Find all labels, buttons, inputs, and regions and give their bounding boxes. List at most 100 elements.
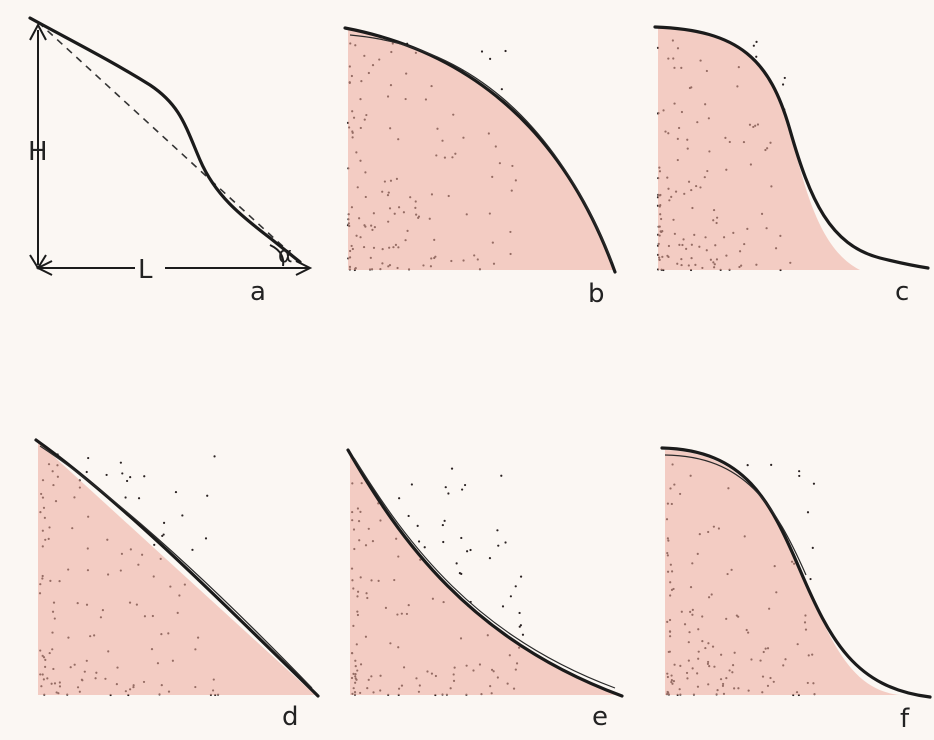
- stipple-dot: [416, 524, 419, 528]
- panel-d: d: [34, 438, 320, 732]
- slope-fill: [658, 28, 860, 270]
- stipple-dot: [469, 548, 472, 552]
- stipple-dot: [443, 519, 446, 522]
- stipple-dot: [514, 585, 517, 588]
- stipple-dot: [206, 494, 209, 497]
- stipple-dot: [398, 497, 401, 500]
- length-label: L: [138, 255, 153, 285]
- stipple-dot: [488, 557, 492, 560]
- stipple-dot: [442, 540, 445, 544]
- panel-c: c: [653, 25, 930, 307]
- stipple-dot: [121, 472, 124, 475]
- stipple-dot: [87, 456, 90, 460]
- stipple-dot: [441, 523, 444, 527]
- panel-label: b: [588, 279, 605, 309]
- stipple-dot: [85, 470, 88, 474]
- stipple-dot: [798, 470, 801, 473]
- stipple-dot: [755, 40, 758, 44]
- panel-label: d: [282, 702, 299, 732]
- slope-sketch-line: [353, 457, 616, 689]
- stipple-dot: [519, 624, 523, 627]
- stipple-dot: [461, 488, 464, 491]
- stipple-dot: [174, 490, 178, 494]
- stipple-dot: [162, 521, 166, 524]
- angle-arc: [269, 244, 285, 267]
- stipple-dot: [423, 546, 426, 549]
- slope-profile: [346, 448, 624, 698]
- stipple-dot: [191, 548, 194, 551]
- stipple-dot: [496, 529, 499, 532]
- angle-label: α: [278, 243, 293, 268]
- stipple-dot: [518, 625, 521, 628]
- stipple-dot: [752, 44, 755, 47]
- stipple-dot: [124, 496, 127, 499]
- stipple-dot: [213, 455, 216, 458]
- length-arrow: [35, 260, 313, 276]
- stipple-dot: [450, 467, 454, 470]
- slope-sketch-line: [664, 454, 807, 576]
- stipple-dot: [417, 540, 421, 543]
- stipple-dot: [500, 474, 503, 477]
- stipple-dot: [480, 50, 484, 53]
- stipple-dot: [455, 562, 458, 565]
- panel-label: e: [592, 702, 608, 732]
- panel-f: f: [660, 446, 932, 734]
- slope-profile: [660, 446, 932, 699]
- stipple-dot: [770, 463, 773, 466]
- panel-label: f: [900, 704, 910, 734]
- panel-a: H L α a: [28, 16, 313, 307]
- stipple-dot: [806, 511, 810, 514]
- stipple-dot: [410, 483, 413, 486]
- stipple-dot: [153, 543, 156, 546]
- stipple-dot: [518, 611, 521, 615]
- stipple-dot: [809, 577, 812, 581]
- stipple-dot: [143, 475, 146, 478]
- stipple-dot: [407, 514, 410, 518]
- stipple-dot: [755, 55, 758, 58]
- stipple-dot: [458, 572, 461, 575]
- stipple-dot: [447, 492, 450, 495]
- panel-label: a: [250, 277, 266, 307]
- stipple-dot: [129, 475, 132, 479]
- stipple-dot: [162, 533, 165, 536]
- stipple-dot: [119, 461, 122, 464]
- stipple-dot: [181, 514, 184, 517]
- slope-fill: [348, 30, 615, 270]
- stipple-dot: [444, 486, 447, 489]
- stipple-dot: [746, 463, 749, 467]
- stipple-dot: [811, 546, 814, 549]
- slope-fill: [350, 452, 620, 695]
- stipple-dot: [519, 575, 523, 578]
- stipple-dot: [798, 474, 801, 478]
- slope-profile: [34, 438, 320, 698]
- stipple-dot: [463, 483, 467, 487]
- stipple-dot: [105, 473, 108, 477]
- stipple-dot: [466, 550, 469, 553]
- stipple-dot: [125, 479, 129, 483]
- stipple-dot: [812, 482, 816, 485]
- height-label: H: [28, 137, 48, 167]
- stipple-dot: [501, 605, 505, 608]
- slope-profile: [28, 16, 302, 264]
- panel-e: e: [346, 448, 624, 732]
- stipple-dot: [161, 534, 164, 538]
- panel-b: b: [343, 26, 617, 309]
- slope-sketch-line: [349, 34, 613, 263]
- panel-label: c: [895, 277, 909, 307]
- stipple-dot: [781, 83, 785, 86]
- stipple-dot: [504, 541, 507, 544]
- stipple-dot: [497, 544, 500, 547]
- stipple-dot: [783, 76, 786, 80]
- slope-profile: [653, 25, 930, 270]
- stipple-dot: [500, 88, 503, 91]
- stipple-dot: [460, 536, 463, 540]
- stipple-dot: [204, 537, 208, 540]
- stipple-dot: [509, 595, 512, 598]
- stipple-dot: [489, 57, 492, 60]
- slope-sketch-line: [39, 445, 313, 689]
- stipple-dot: [137, 497, 141, 500]
- stipple-dot: [521, 633, 525, 636]
- slope-fill: [38, 442, 315, 695]
- slope-fill: [665, 450, 900, 695]
